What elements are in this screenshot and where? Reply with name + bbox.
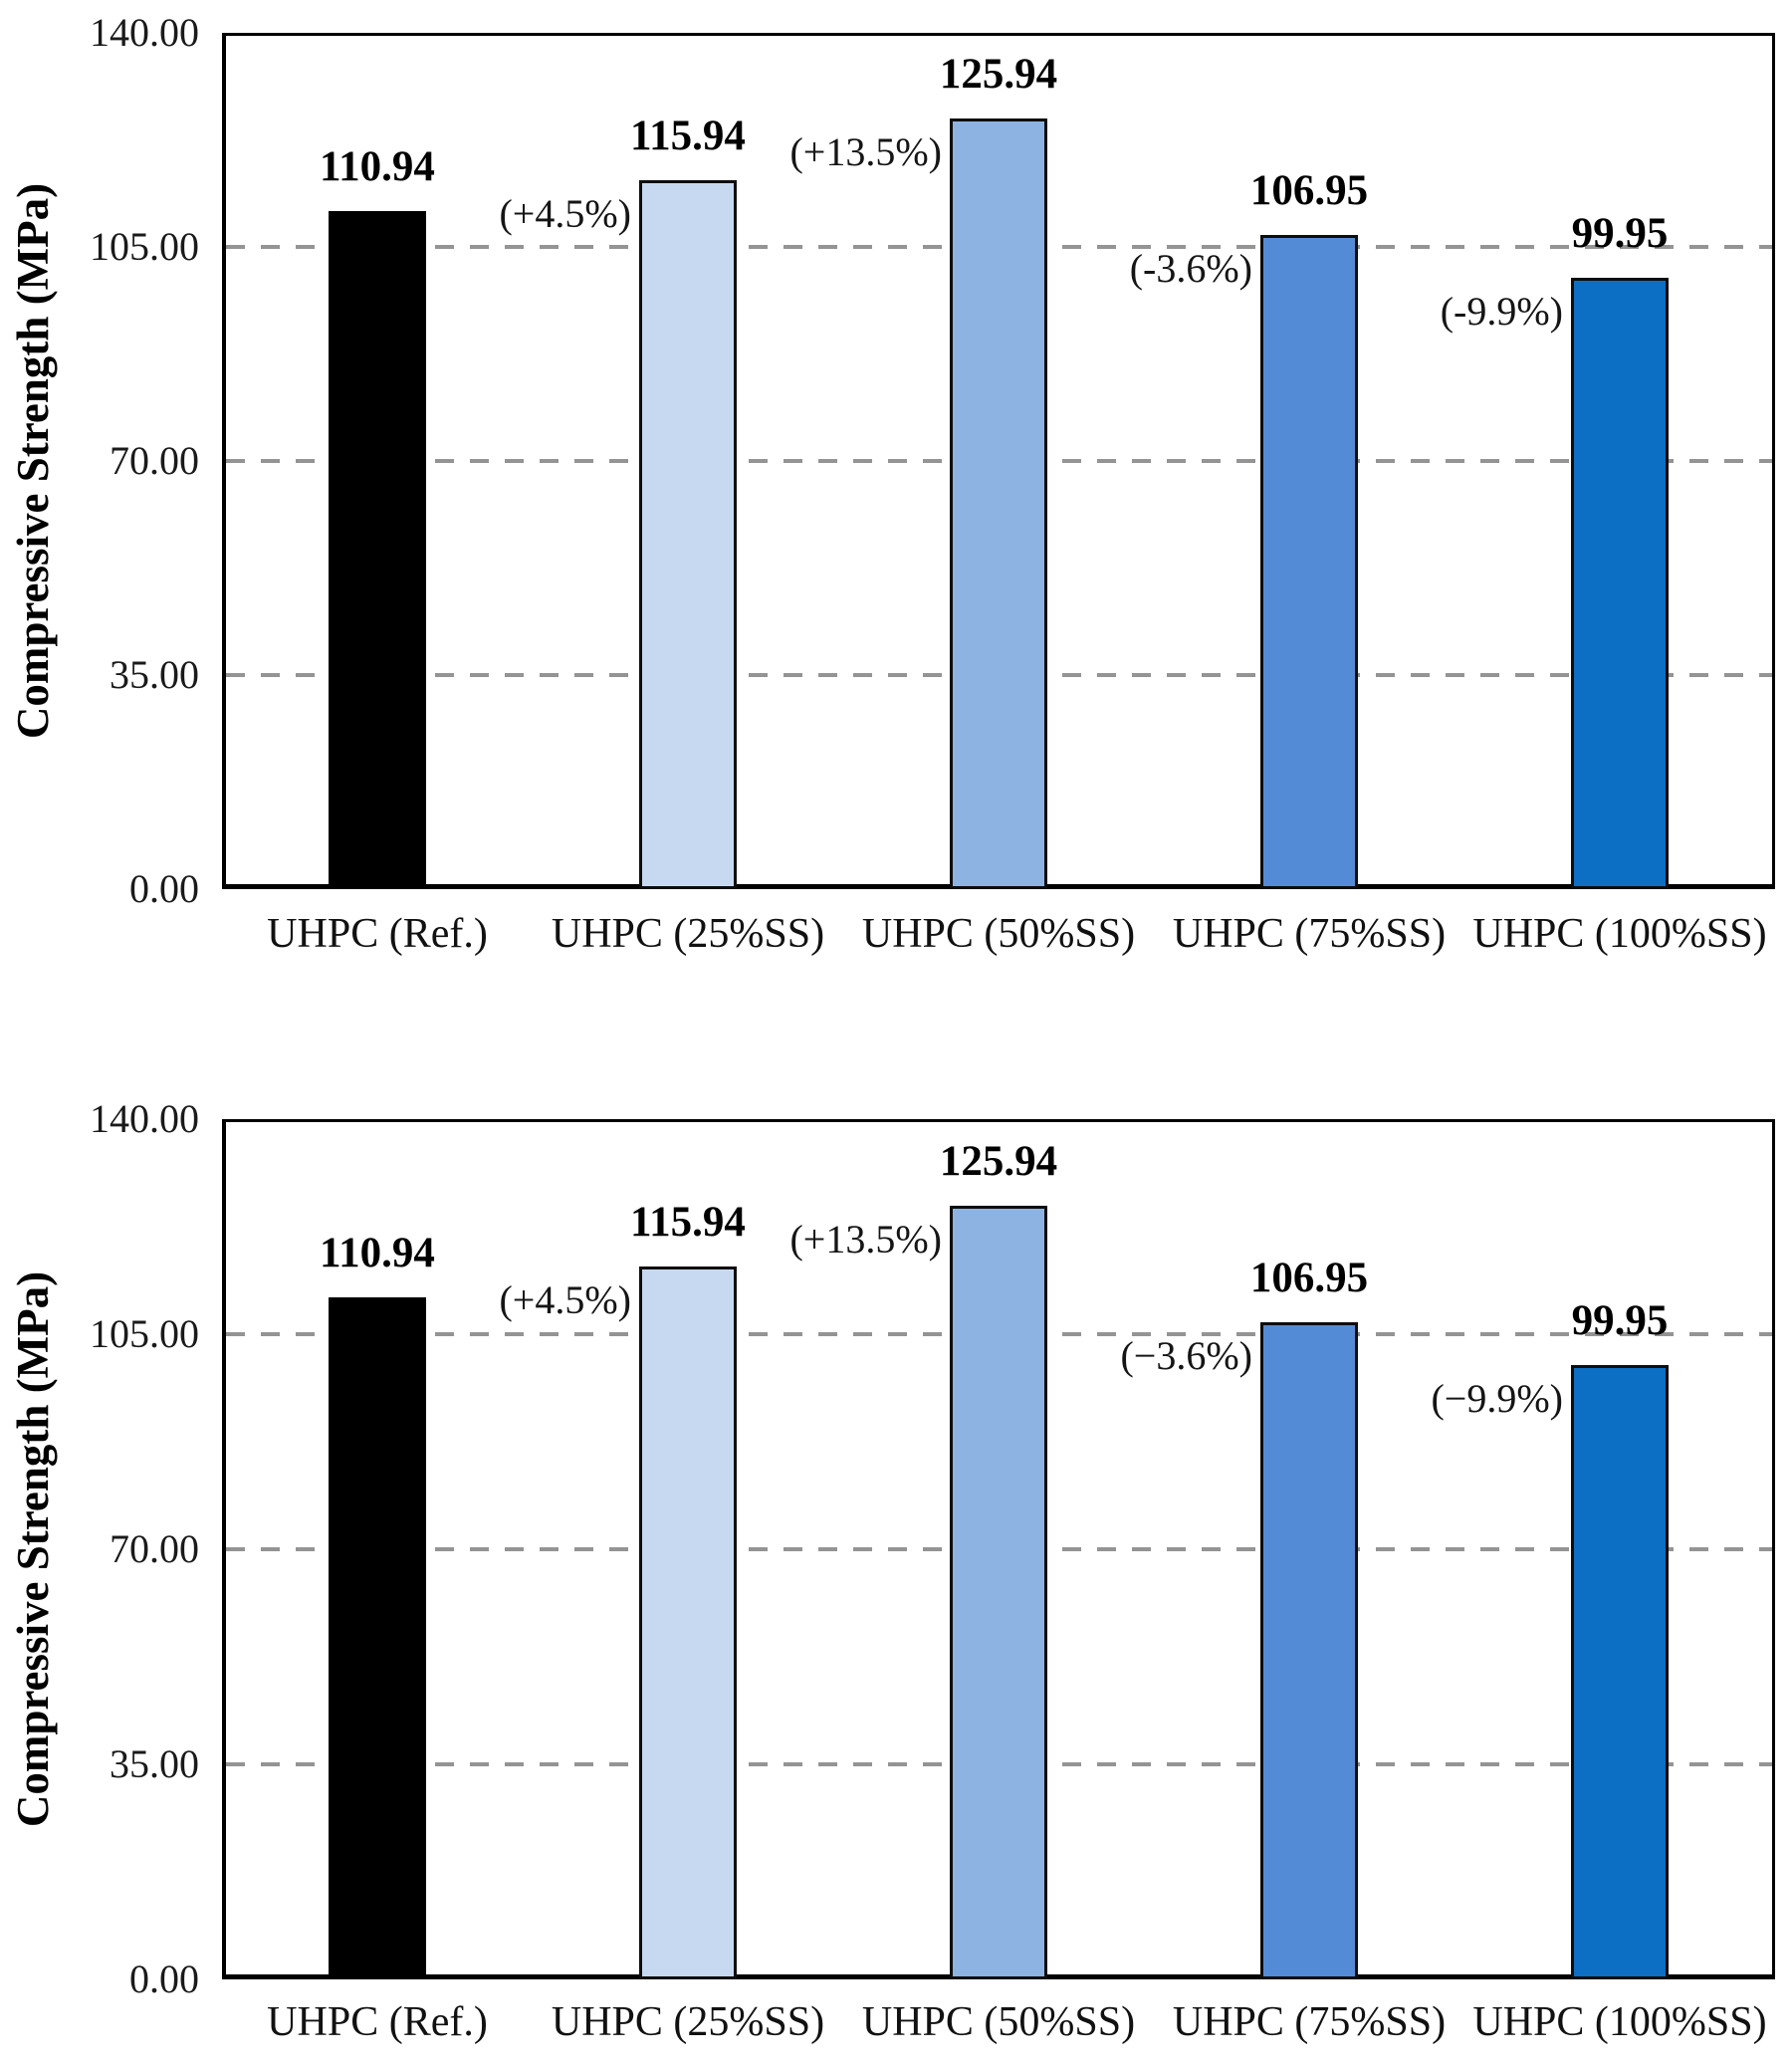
bar-pct-label: (−9.9%) — [1431, 1376, 1563, 1422]
y-tick-label: 140.00 — [90, 1096, 199, 1141]
bar-uhpc-100-ss — [1571, 1365, 1669, 1979]
y-tick-label: 105.00 — [90, 1311, 199, 1356]
bar-uhpc-50-ss — [950, 1205, 1047, 1979]
bar-pct-label: (-3.6%) — [1129, 246, 1252, 292]
bar-uhpc-ref — [329, 210, 426, 889]
x-category-label: UHPC (100%SS) — [1472, 911, 1767, 957]
x-category-label: UHPC (Ref.) — [267, 1999, 488, 2045]
bar-value-label: 115.94 — [630, 1199, 746, 1247]
bar-value-label: 99.95 — [1571, 210, 1669, 258]
y-tick-label: 140.00 — [90, 10, 199, 55]
bar-value-label: 99.95 — [1571, 1297, 1669, 1345]
x-category-label: UHPC (75%SS) — [1172, 911, 1447, 957]
bar-uhpc-ref — [329, 1297, 426, 1979]
x-category-label: UHPC (50%SS) — [861, 911, 1136, 957]
x-category-label: UHPC (50%SS) — [861, 1999, 1136, 2045]
bar-pct-label: (-9.9%) — [1440, 289, 1563, 335]
x-category-label: UHPC (100%SS) — [1472, 1999, 1767, 2045]
bar-pct-label: (+13.5%) — [789, 1216, 942, 1262]
y-tick-label: 0.00 — [129, 1956, 199, 2001]
y-tick-label: 105.00 — [90, 224, 199, 269]
bar-pct-label: (+4.5%) — [499, 1277, 631, 1323]
bar-value-label: 106.95 — [1249, 167, 1369, 215]
y-tick-label: 0.00 — [129, 866, 199, 911]
bar-uhpc-100-ss — [1571, 278, 1669, 889]
bar-pct-label: (+4.5%) — [499, 190, 631, 236]
bar-value-label: 125.94 — [939, 1137, 1058, 1185]
x-category-label: UHPC (Ref.) — [267, 911, 488, 957]
bar-uhpc-75-ss — [1260, 1321, 1358, 1979]
y-tick-label: 35.00 — [110, 1741, 199, 1786]
bar-uhpc-75-ss — [1260, 235, 1358, 889]
bar-pct-label: (+13.5%) — [789, 129, 942, 175]
bar-uhpc-25-ss — [639, 179, 737, 889]
bar-value-label: 125.94 — [939, 51, 1058, 99]
x-category-label: UHPC (75%SS) — [1172, 1999, 1447, 2045]
x-category-label: UHPC (25%SS) — [551, 911, 825, 957]
bar-pct-label: (−3.6%) — [1120, 1332, 1252, 1378]
y-tick-label: 70.00 — [110, 438, 199, 483]
bar-value-label: 106.95 — [1249, 1254, 1369, 1301]
x-category-label: UHPC (25%SS) — [551, 1999, 825, 2045]
bar-value-label: 110.94 — [320, 1230, 435, 1277]
y-tick-label: 35.00 — [110, 652, 199, 697]
bar-value-label: 115.94 — [630, 112, 746, 159]
bar-value-label: 110.94 — [320, 142, 435, 190]
bar-uhpc-50-ss — [950, 118, 1047, 889]
y-tick-label: 70.00 — [110, 1526, 199, 1571]
bar-uhpc-25-ss — [639, 1266, 737, 1979]
